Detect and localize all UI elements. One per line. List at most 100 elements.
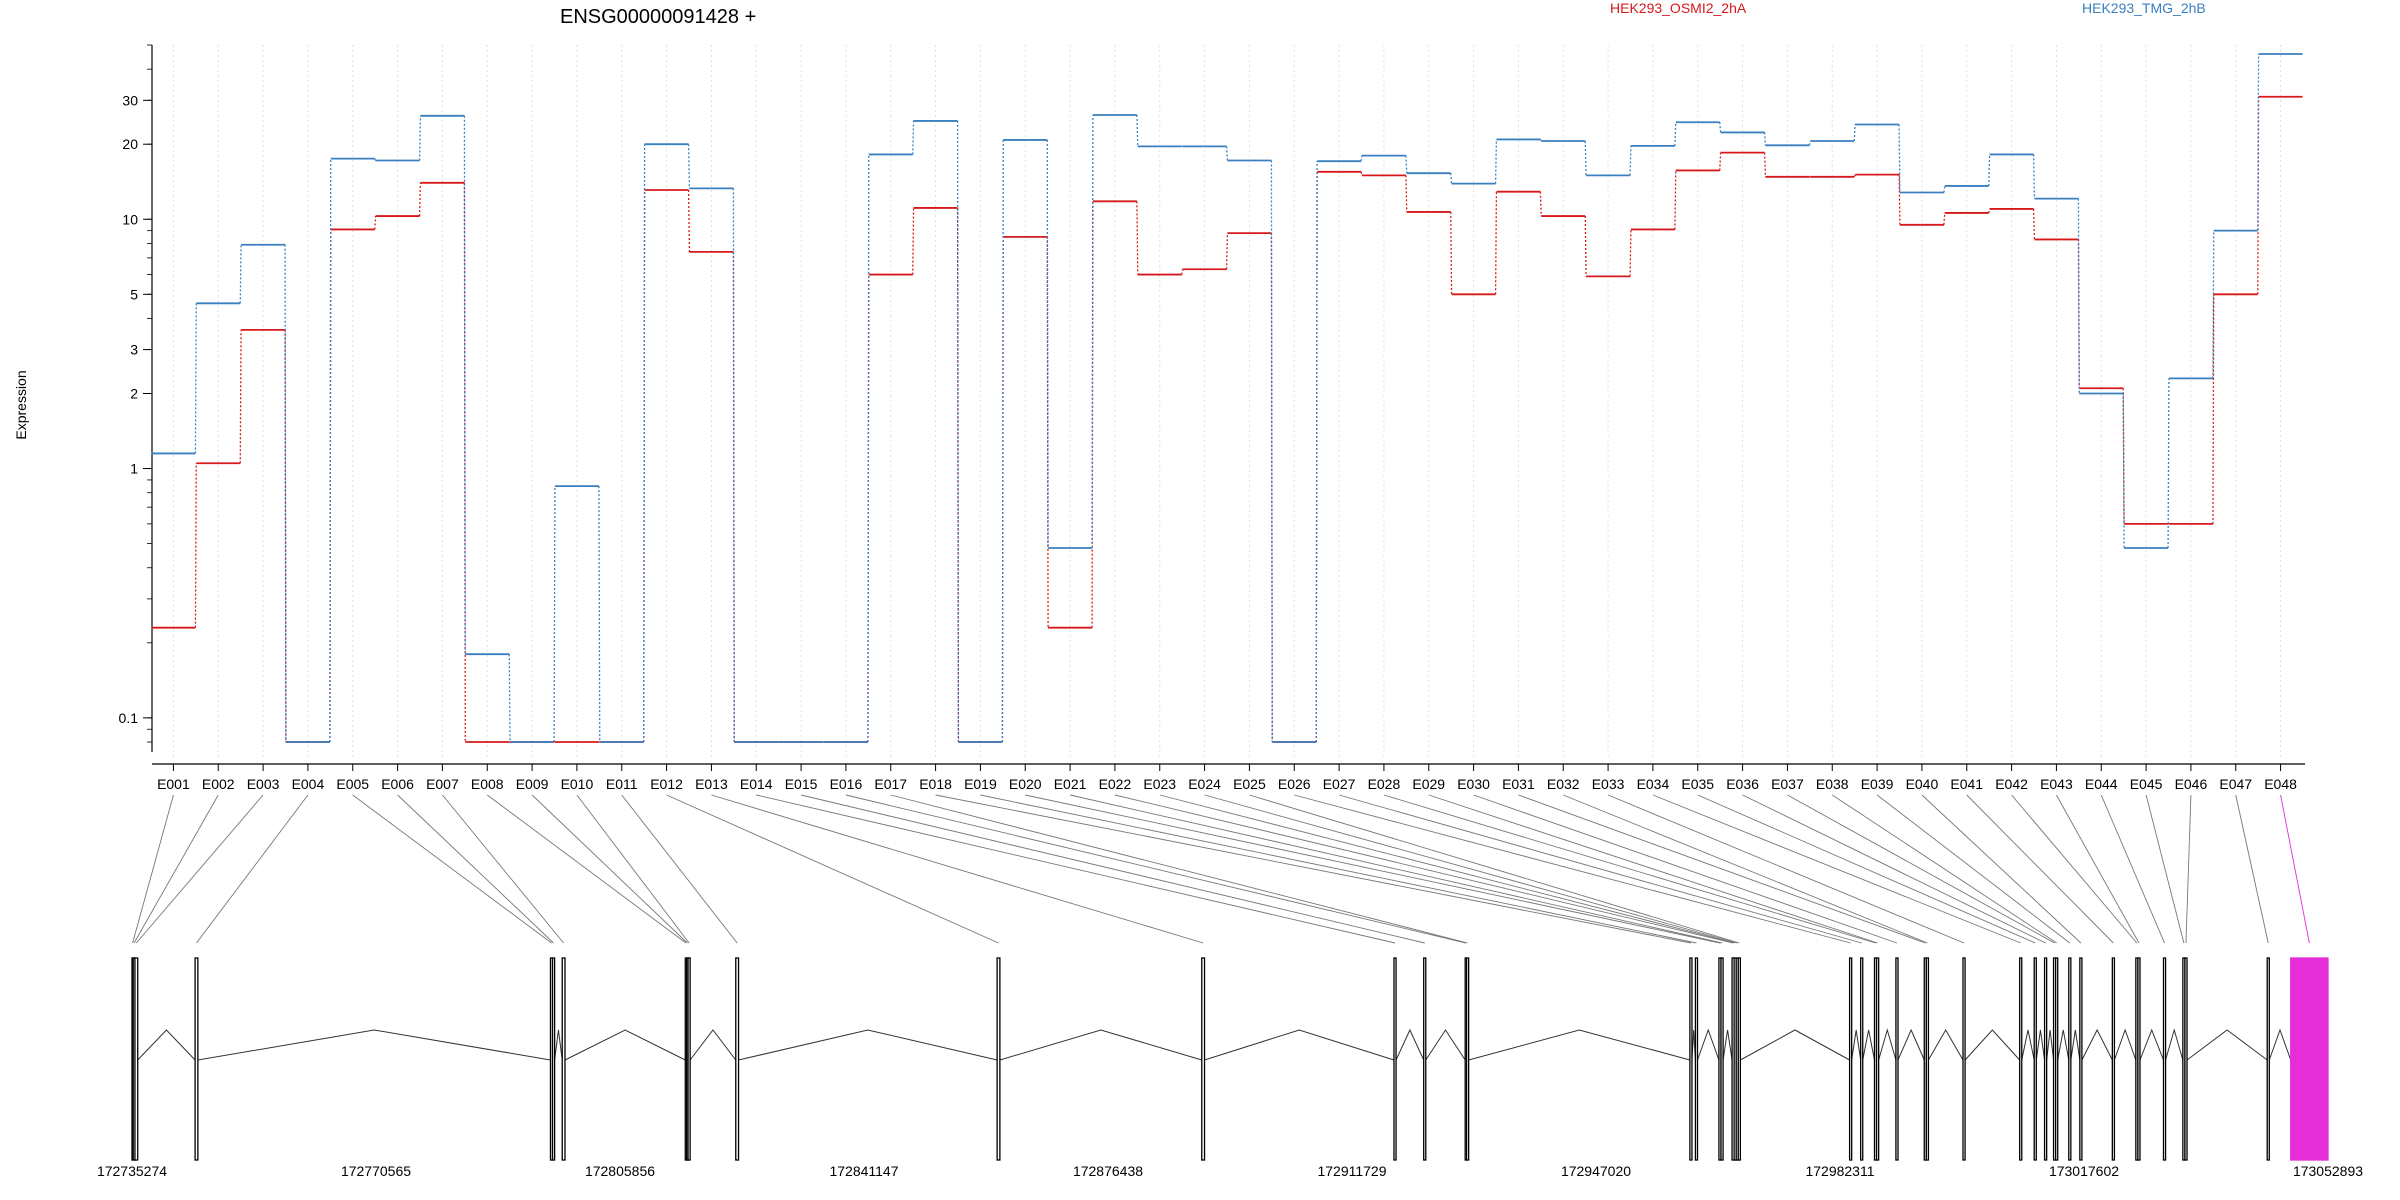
intron-E033: [1964, 1029, 2021, 1061]
connector-line-E036: [1742, 794, 2046, 944]
exon-block-E025: [1737, 957, 1742, 1161]
connector-line-E014: [756, 794, 1396, 944]
intron-E047: [2268, 1028, 2292, 1061]
exon-label-E013: E013: [695, 776, 728, 792]
y-axis-label: Expression: [13, 370, 29, 439]
exon-block-E017: [1465, 957, 1470, 1161]
intron-E010: [689, 1029, 737, 1061]
intron-E017: [1468, 1029, 1691, 1061]
connector-line-E019: [980, 794, 1697, 944]
connector-E027: [1360, 155, 1363, 162]
exon-label-E042: E042: [1995, 776, 2028, 792]
connector-E042: [2032, 208, 2036, 240]
connector-line-E017: [890, 794, 1468, 944]
connector-line-E002: [133, 794, 219, 944]
exon-label-E021: E021: [1054, 776, 1087, 792]
genomic-tick-label: 172911729: [1317, 1163, 1386, 1179]
intron-E013: [1204, 1029, 1395, 1061]
exon-label-E040: E040: [1906, 776, 1939, 792]
intron-E046: [2186, 1029, 2268, 1061]
y-tick-label: 20: [122, 136, 138, 152]
connector-E013: [732, 188, 735, 743]
exon-label-E035: E035: [1681, 776, 1714, 792]
connector-E020: [1046, 139, 1049, 549]
y-tick-label: 5: [130, 286, 138, 302]
y-tick-label: 1: [130, 461, 138, 477]
exon-label-E039: E039: [1861, 776, 1894, 792]
exon-label-E019: E019: [964, 776, 997, 792]
connector-line-E001: [132, 794, 174, 944]
connector-line-E008: [486, 794, 687, 944]
connector-E041: [1988, 208, 1991, 214]
connector-line-E020: [1025, 794, 1721, 944]
connector-line-E030: [1473, 794, 1898, 944]
exon-block-E044: [2162, 957, 2167, 1161]
exon-block-E021: [1720, 957, 1724, 1161]
connector-E021: [1091, 114, 1094, 549]
gene-model: [131, 957, 2329, 1161]
connector-line-E016: [845, 794, 1466, 944]
y-tick-label: 2: [130, 386, 138, 402]
connector-E035: [1719, 122, 1722, 133]
genomic-axis: 172735274 172770565 172805856 172841147 1728…: [97, 1163, 2363, 1179]
intron-E039: [2070, 1029, 2081, 1061]
connector-line-E005: [352, 794, 552, 944]
connector-E032: [1584, 140, 1587, 176]
connector-line-E039: [1876, 794, 2071, 944]
intron-E014: [1395, 1028, 1425, 1061]
connector-E019: [1001, 139, 1004, 743]
exon-block-E040: [2079, 957, 2083, 1161]
genomic-tick-label: 172735274: [97, 1163, 167, 1179]
intron-E032: [1927, 1028, 1964, 1061]
exon-label-E007: E007: [426, 776, 459, 792]
exon-label-E024: E024: [1188, 776, 1221, 792]
connector-line-E044: [2100, 794, 2165, 944]
exon-label-E023: E023: [1143, 776, 1176, 792]
connector-line-E040: [1921, 794, 2082, 944]
connector-E024: [1225, 146, 1229, 161]
connector-E038: [1853, 124, 1856, 142]
exon-label-E045: E045: [2130, 776, 2163, 792]
connector-E007: [463, 182, 466, 743]
exon-label-E005: E005: [336, 776, 369, 792]
legend-label-tmg: HEK293_TMG_2hB: [2082, 0, 2206, 16]
connector-E005: [374, 158, 377, 161]
exon-block-E006: [551, 957, 556, 1161]
exon-block-E011: [735, 957, 740, 1161]
series-HEK293_OSMI2_2hA: [151, 95, 2303, 743]
legend-label-osmi2: HEK293_OSMI2_2hA: [1610, 0, 1747, 16]
connector-E047: [2257, 54, 2260, 231]
exon-block-E038: [2054, 957, 2059, 1161]
connector-line-E043: [2056, 794, 2140, 944]
connector-line-E012: [666, 794, 999, 944]
exon-block-E010: [687, 957, 691, 1161]
intron-E011: [738, 1029, 998, 1061]
exon-block-E007: [561, 957, 566, 1161]
exon-block-E039: [2068, 957, 2072, 1161]
exon-label-E047: E047: [2219, 776, 2252, 792]
exon-genomic-connectors: [132, 794, 2310, 944]
connector-E008: [508, 654, 511, 743]
connector-E017: [912, 120, 915, 155]
connector-E005: [374, 216, 377, 230]
intron-E004: [197, 1029, 551, 1061]
exon-block-E027: [1860, 957, 1864, 1161]
connector-E023: [1181, 269, 1184, 275]
genomic-tick-label: 172770565: [341, 1163, 411, 1179]
intron-E029: [1878, 1028, 1897, 1061]
connector-E036: [1763, 132, 1767, 146]
connector-E032: [1584, 216, 1587, 277]
connector-E041: [1988, 154, 1991, 186]
connector-E017: [912, 207, 915, 275]
connector-E028: [1405, 175, 1408, 212]
exon-block-E029: [1875, 957, 1880, 1161]
exon-label-E004: E004: [292, 776, 325, 792]
exon-block-E004: [194, 957, 199, 1161]
connector-line-E003: [135, 794, 264, 944]
connector-E038: [1853, 174, 1856, 178]
connector-E001: [194, 463, 197, 628]
connector-line-E026: [1294, 794, 1851, 944]
intron-E040: [2081, 1028, 2113, 1061]
exon-label-E009: E009: [516, 776, 549, 792]
exon-block-E043: [2137, 957, 2141, 1161]
